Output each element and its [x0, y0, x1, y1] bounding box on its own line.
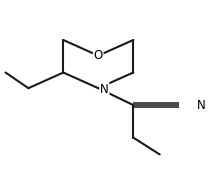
Text: N: N	[100, 83, 109, 96]
Text: N: N	[197, 99, 206, 112]
Text: O: O	[94, 49, 103, 62]
